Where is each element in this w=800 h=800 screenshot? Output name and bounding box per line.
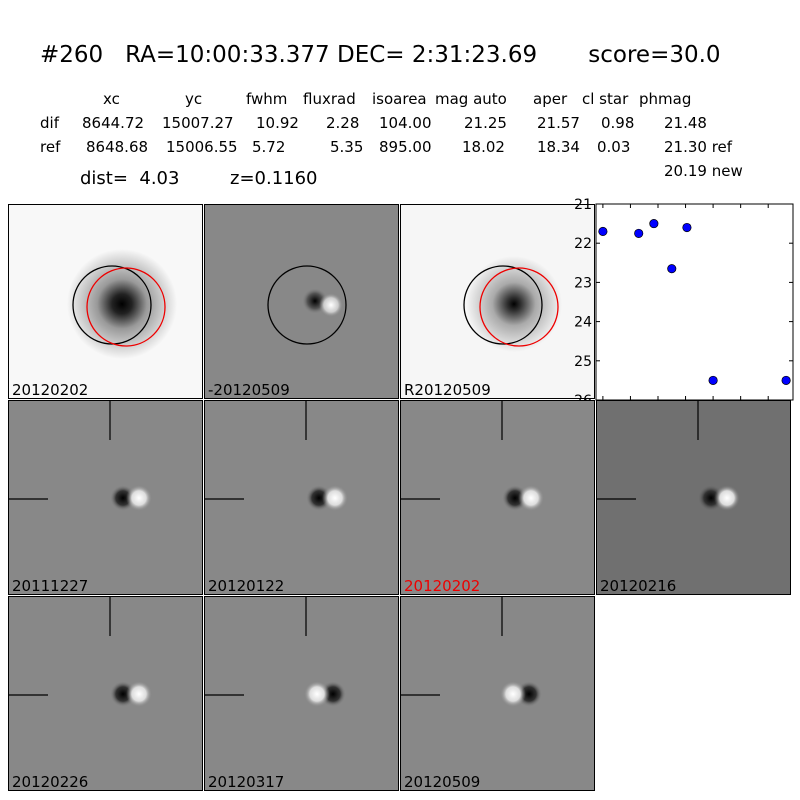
diff-image-panel: -20120509 xyxy=(204,204,399,399)
epoch-label: 20120122 xyxy=(208,577,285,595)
epoch-cutout: 20120216 xyxy=(596,400,791,595)
epoch-cutout: 20120509 xyxy=(400,596,595,791)
table-cell: 15006.55 xyxy=(166,138,238,156)
data-point xyxy=(598,226,608,236)
y-tick-label: 23 xyxy=(574,275,592,291)
table-cell: 15007.27 xyxy=(162,114,234,132)
new-mag-label: 20.19 new xyxy=(664,162,743,180)
epoch-cutout: 20120226 xyxy=(8,596,203,791)
data-point xyxy=(781,375,791,385)
new-circle xyxy=(86,267,166,347)
data-point xyxy=(682,222,692,233)
y-tick-label: 24 xyxy=(574,315,592,331)
new-image-panel: R20120509 xyxy=(400,204,595,399)
table-cell: 21.57 xyxy=(537,114,580,132)
epoch-label: 20120216 xyxy=(600,577,677,595)
epoch-label: 20111227 xyxy=(12,577,89,595)
epoch-cutout: 20111227 xyxy=(8,400,203,595)
column-header: fluxrad xyxy=(303,90,356,108)
table-cell: 21.25 xyxy=(464,114,507,132)
row-label: dif xyxy=(40,114,59,132)
light-curve-chart: 212223242526020406080100120 xyxy=(574,197,794,422)
table-cell: 0.03 xyxy=(597,138,631,156)
table-cell: 8648.68 xyxy=(86,138,149,156)
table-cell: 18.02 xyxy=(462,138,505,156)
table-cell: 10.92 xyxy=(256,114,299,132)
column-header: cl star xyxy=(582,90,629,108)
epoch-label: 20120509 xyxy=(404,773,481,791)
column-header: yc xyxy=(185,90,203,108)
epoch-image xyxy=(9,597,202,790)
y-tick-label: 21 xyxy=(574,197,592,213)
epoch-image xyxy=(401,401,594,594)
epoch-label: 20120202 xyxy=(404,577,481,595)
new-image xyxy=(401,205,594,398)
plot-frame xyxy=(595,203,794,401)
table-cell: 21.30 ref xyxy=(664,138,733,156)
data-point xyxy=(634,228,644,238)
dist-label: dist= 4.03 xyxy=(80,168,180,189)
row-label: ref xyxy=(40,138,61,156)
column-header: mag auto xyxy=(435,90,507,108)
diff-image xyxy=(205,205,398,398)
column-header: isoarea xyxy=(372,90,427,108)
table-cell: 18.34 xyxy=(537,138,580,156)
table-cell: 21.48 xyxy=(664,114,707,132)
epoch-label: 20120317 xyxy=(208,773,285,791)
epoch-cutout: 20120202 xyxy=(400,400,595,595)
column-header: phmag xyxy=(639,90,692,108)
epoch-cutout: 20120122 xyxy=(204,400,399,595)
table-cell: 5.35 xyxy=(330,138,364,156)
y-tick-label: 25 xyxy=(574,354,592,370)
epoch-image xyxy=(205,597,398,790)
epoch-label: 20120226 xyxy=(12,773,89,791)
epoch-image xyxy=(9,401,202,594)
ref-image-panel: 20120202 xyxy=(8,204,203,399)
redshift-label: z=0.1160 xyxy=(230,168,318,189)
light-curve-svg: 212223242526020406080100120 xyxy=(574,197,794,422)
table-cell: 0.98 xyxy=(601,114,635,132)
epoch-cutout: 20120317 xyxy=(204,596,399,791)
y-tick-label: 22 xyxy=(574,236,592,252)
candidate-title: #260 RA=10:00:33.377 DEC= 2:31:23.69 sco… xyxy=(40,42,721,68)
column-header: fwhm xyxy=(246,90,288,108)
table-cell: 895.00 xyxy=(379,138,432,156)
panel-label: R20120509 xyxy=(404,381,491,399)
table-cell: 104.00 xyxy=(379,114,432,132)
table-cell: 8644.72 xyxy=(82,114,145,132)
column-header: xc xyxy=(103,90,120,108)
epoch-image xyxy=(205,401,398,594)
table-cell: 2.28 xyxy=(326,114,360,132)
epoch-image xyxy=(597,401,790,594)
data-point xyxy=(649,219,659,229)
ref-image xyxy=(9,205,202,398)
column-header: aper xyxy=(533,90,568,108)
panel-label: -20120509 xyxy=(208,381,290,399)
data-point xyxy=(708,375,718,385)
table-cell: 5.72 xyxy=(252,138,286,156)
epoch-image xyxy=(401,597,594,790)
data-point xyxy=(667,264,677,274)
panel-label: 20120202 xyxy=(12,381,89,399)
